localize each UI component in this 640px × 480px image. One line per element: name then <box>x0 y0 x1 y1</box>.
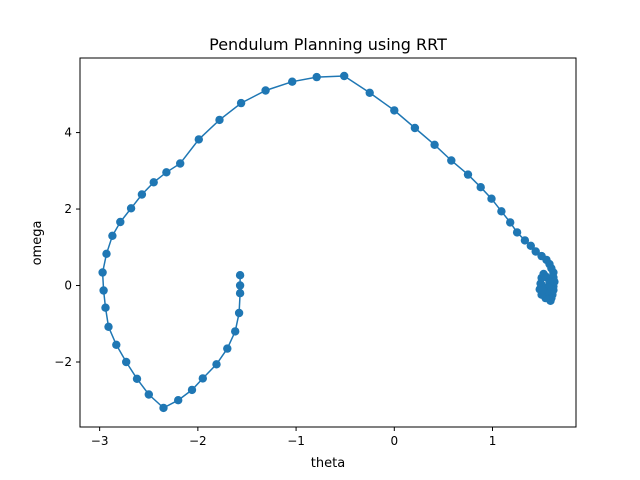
trajectory-point <box>235 271 245 280</box>
trajectory-point <box>137 190 147 199</box>
x-tick-label: −2 <box>189 434 207 448</box>
trajectory-point <box>390 106 399 115</box>
y-tick-label: 4 <box>64 126 72 140</box>
trajectory-point <box>235 289 245 298</box>
trajectory-point <box>112 340 121 349</box>
x-tick-label: −1 <box>287 434 305 448</box>
y-axis-ticks: −2 0 2 4 <box>54 126 80 369</box>
trajectory-point <box>122 357 131 367</box>
trajectory-point <box>234 308 244 318</box>
y-tick-label: 2 <box>64 202 72 216</box>
plot-frame <box>79 57 577 428</box>
y-tick-label: −2 <box>54 355 72 369</box>
series-layer <box>98 71 559 413</box>
y-axis-label: omega <box>30 221 45 266</box>
trajectory-point <box>98 268 107 277</box>
trajectory-point <box>102 249 111 258</box>
trajectory-point <box>174 396 183 405</box>
trajectory-point <box>340 71 349 81</box>
trajectory-point <box>108 231 117 240</box>
trajectory-point <box>531 247 540 256</box>
trajectory-point <box>116 217 125 227</box>
trajectory-point <box>187 385 197 395</box>
trajectory-point <box>410 123 420 133</box>
trajectory-point <box>99 286 108 295</box>
trajectory-point <box>215 115 224 125</box>
trajectory-point <box>538 285 547 295</box>
trajectory-point <box>162 168 171 177</box>
y-tick-label: 0 <box>64 279 72 293</box>
trajectory-point <box>231 327 240 336</box>
trajectory-point <box>159 403 168 413</box>
trajectory-point <box>104 322 113 331</box>
trajectory-point <box>447 156 456 165</box>
trajectory-point <box>365 88 374 98</box>
trajectory-point <box>512 228 522 237</box>
trajectory-point <box>235 281 245 290</box>
trajectory-point <box>430 140 439 149</box>
trajectory-point <box>101 303 110 312</box>
trajectory-point <box>132 374 142 383</box>
trajectory-point <box>506 218 515 227</box>
trajectory-point <box>520 236 530 245</box>
trajectory-point <box>312 72 321 82</box>
x-axis-ticks: −3 −2 −1 0 1 <box>91 427 497 448</box>
x-tick-label: −3 <box>91 434 109 448</box>
x-axis-label: theta <box>311 456 345 471</box>
trajectory-line <box>101 75 556 409</box>
trajectory-point <box>487 194 496 203</box>
x-tick-label: 0 <box>390 434 398 448</box>
trajectory-point <box>198 374 207 383</box>
trajectory-point <box>149 178 158 187</box>
x-tick-label: 1 <box>489 434 497 448</box>
trajectory-point <box>288 77 297 86</box>
trajectory-point <box>261 86 270 95</box>
trajectory-point <box>223 344 232 353</box>
trajectory-point <box>236 98 246 108</box>
chart-title: Pendulum Planning using RRT <box>209 35 447 54</box>
trajectory-point <box>212 360 221 369</box>
trajectory-point <box>176 159 185 168</box>
trajectory-point <box>497 207 506 216</box>
trajectory-point <box>476 183 485 192</box>
trajectory-point <box>463 170 473 179</box>
trajectory-point <box>144 390 153 399</box>
trajectory-point <box>126 204 136 213</box>
trajectory-point <box>526 241 535 250</box>
trajectory-point <box>194 135 203 144</box>
